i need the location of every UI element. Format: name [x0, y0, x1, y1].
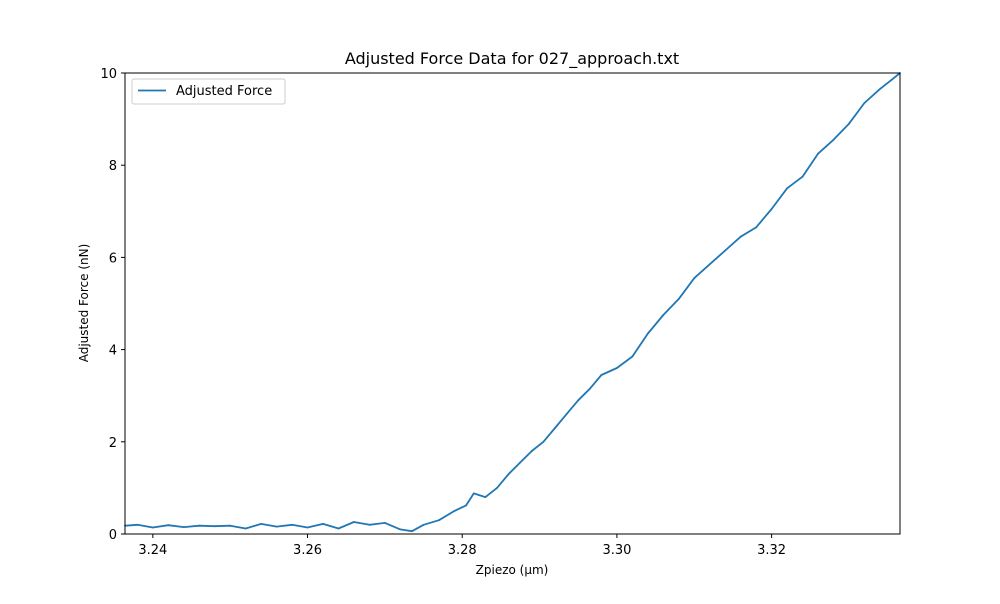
data-point	[496, 487, 498, 489]
data-point	[453, 510, 456, 512]
data-point	[465, 504, 467, 507]
data-point	[484, 496, 487, 498]
data-point	[422, 523, 425, 526]
data-point	[755, 226, 757, 229]
series-line-adjusted-force	[124, 72, 901, 533]
data-point	[530, 450, 533, 452]
data-point	[260, 523, 262, 525]
data-point	[507, 473, 510, 475]
x-tick-label: 3.28	[448, 543, 477, 558]
y-tick-label: 10	[100, 67, 117, 82]
x-tick-label: 3.26	[293, 543, 322, 558]
data-point	[848, 122, 850, 125]
data-point	[817, 152, 819, 155]
data-point	[368, 523, 371, 526]
legend-label-adjusted-force: Adjusted Force	[176, 84, 272, 99]
data-point	[411, 530, 413, 533]
data-point	[879, 88, 881, 90]
data-point	[337, 527, 340, 530]
legend: Adjusted Force	[131, 78, 286, 105]
data-point	[275, 525, 278, 528]
data-point	[167, 524, 170, 527]
y-axis: 0 2 4 6 8 10	[100, 67, 125, 543]
x-axis: 3.24 3.26 3.28 3.30 3.32	[138, 534, 786, 558]
data-point	[786, 187, 788, 190]
legend-box	[131, 78, 286, 105]
data-point	[322, 523, 324, 525]
data-point	[600, 374, 603, 376]
data-point	[353, 521, 355, 523]
data-point	[213, 525, 216, 528]
data-point	[739, 235, 742, 238]
data-point	[662, 314, 665, 316]
data-point	[631, 355, 634, 358]
data-point	[244, 527, 247, 530]
data-point	[229, 524, 232, 527]
x-tick-label: 3.32	[757, 543, 786, 558]
data-point	[724, 249, 727, 252]
data-point	[677, 298, 680, 300]
data-point	[647, 332, 649, 335]
data-point	[399, 528, 402, 531]
x-tick-label: 3.24	[138, 543, 167, 558]
y-tick-label: 0	[109, 528, 117, 543]
data-point	[801, 175, 804, 178]
data-point	[519, 461, 522, 464]
data-point	[151, 526, 154, 529]
data-point	[890, 79, 893, 81]
data-point	[577, 399, 580, 402]
plot-area	[124, 72, 901, 533]
data-point	[770, 208, 773, 210]
chart-title: Adjusted Force Data for 027_approach.txt	[345, 49, 679, 69]
y-tick-label: 2	[109, 436, 117, 451]
y-tick-label: 6	[109, 251, 117, 266]
data-point	[565, 413, 568, 415]
data-point	[182, 526, 185, 528]
data-point	[438, 519, 440, 522]
y-tick-label: 4	[109, 344, 117, 359]
data-point	[588, 387, 591, 390]
data-point	[384, 522, 386, 524]
axes-frame	[124, 72, 901, 535]
y-tick-label: 8	[109, 159, 117, 174]
data-point	[863, 102, 866, 104]
data-point	[136, 523, 139, 526]
data-point	[554, 427, 556, 429]
data-point	[542, 440, 545, 443]
data-point	[306, 526, 309, 529]
x-axis-label: Zpiezo (μm)	[476, 563, 549, 577]
data-point	[693, 277, 696, 279]
data-point	[832, 138, 835, 141]
data-point	[472, 492, 475, 495]
y-axis-label: Adjusted Force (nN)	[77, 244, 91, 363]
data-point	[708, 263, 711, 266]
data-point	[616, 367, 618, 369]
x-tick-label: 3.30	[602, 543, 631, 558]
data-point	[198, 524, 201, 527]
data-point	[291, 523, 293, 526]
